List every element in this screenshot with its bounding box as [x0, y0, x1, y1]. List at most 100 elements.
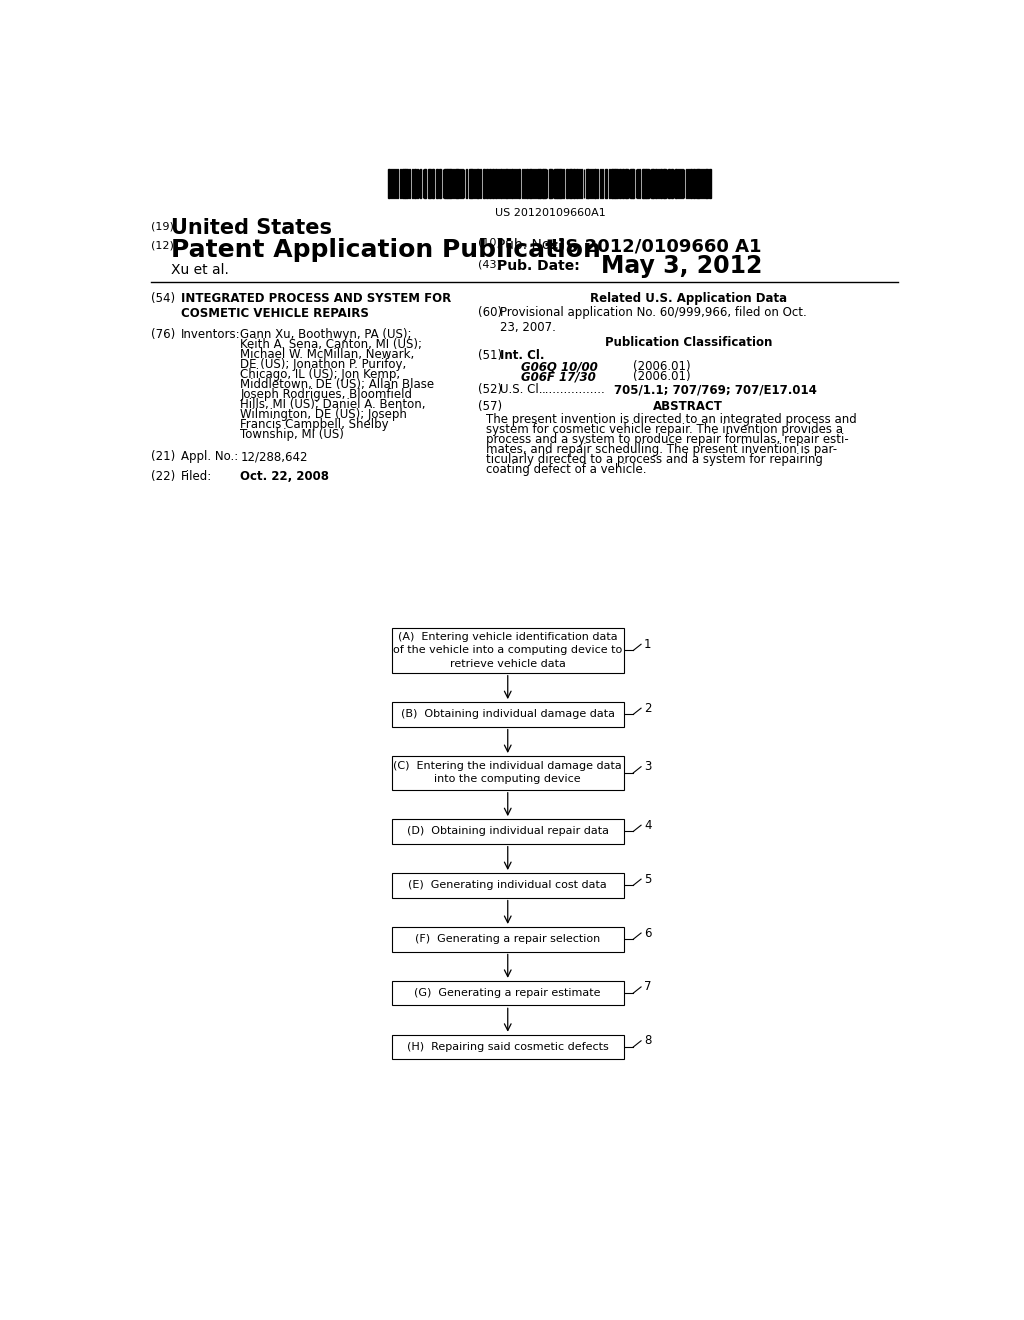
Bar: [414, 169, 417, 198]
Text: Pub. No.:: Pub. No.:: [497, 238, 559, 252]
Text: INTEGRATED PROCESS AND SYSTEM FOR
COSMETIC VEHICLE REPAIRS: INTEGRATED PROCESS AND SYSTEM FOR COSMET…: [180, 293, 451, 321]
Bar: [391, 981, 624, 1006]
Text: mates, and repair scheduling. The present invention is par-: mates, and repair scheduling. The presen…: [486, 442, 838, 455]
Bar: [639, 169, 640, 198]
Bar: [693, 169, 695, 198]
Bar: [544, 169, 546, 198]
Bar: [388, 169, 390, 198]
Bar: [675, 169, 677, 198]
Bar: [412, 169, 414, 198]
Text: (A)  Entering vehicle identification data
of the vehicle into a computing device: (A) Entering vehicle identification data…: [393, 632, 623, 669]
Text: (60): (60): [478, 306, 503, 319]
Bar: [566, 169, 568, 198]
Text: (2006.01): (2006.01): [633, 360, 691, 374]
Bar: [447, 169, 450, 198]
Bar: [493, 169, 494, 198]
Text: (22): (22): [152, 470, 175, 483]
Bar: [538, 169, 540, 198]
Bar: [601, 169, 603, 198]
Bar: [630, 169, 633, 198]
Bar: [615, 169, 617, 198]
Bar: [496, 169, 497, 198]
Bar: [402, 169, 404, 198]
Bar: [515, 169, 517, 198]
Text: 5: 5: [644, 873, 651, 886]
Bar: [466, 169, 467, 198]
Bar: [529, 169, 531, 198]
Text: (2006.01): (2006.01): [633, 370, 691, 383]
Text: Chicago, IL (US); Jon Kemp,: Chicago, IL (US); Jon Kemp,: [241, 368, 400, 381]
Bar: [391, 702, 624, 726]
Text: 8: 8: [644, 1035, 651, 1047]
Text: Keith A. Sena, Canton, MI (US);: Keith A. Sena, Canton, MI (US);: [241, 338, 422, 351]
Text: G06F 17/30: G06F 17/30: [521, 370, 596, 383]
Text: Inventors:: Inventors:: [180, 327, 241, 341]
Bar: [521, 169, 523, 198]
Text: .................: .................: [542, 383, 605, 396]
Text: Appl. No.:: Appl. No.:: [180, 450, 238, 463]
Bar: [429, 169, 431, 198]
Bar: [698, 169, 700, 198]
Bar: [424, 169, 426, 198]
Bar: [669, 169, 670, 198]
Bar: [612, 169, 614, 198]
Bar: [489, 169, 492, 198]
Bar: [444, 169, 446, 198]
Bar: [569, 169, 570, 198]
Text: coating defect of a vehicle.: coating defect of a vehicle.: [486, 462, 646, 475]
Bar: [563, 169, 564, 198]
Bar: [651, 169, 652, 198]
Bar: [451, 169, 452, 198]
Bar: [557, 169, 560, 198]
Bar: [604, 169, 607, 198]
Bar: [687, 169, 689, 198]
Text: May 3, 2012: May 3, 2012: [601, 253, 762, 279]
Text: Wilmington, DE (US); Joseph: Wilmington, DE (US); Joseph: [241, 408, 408, 421]
Text: 2: 2: [644, 702, 651, 714]
Bar: [435, 169, 438, 198]
Bar: [597, 169, 598, 198]
Text: U.S. Cl.: U.S. Cl.: [500, 383, 543, 396]
Bar: [397, 169, 398, 198]
Text: The present invention is directed to an integrated process and: The present invention is directed to an …: [486, 412, 857, 425]
Text: (19): (19): [152, 222, 174, 231]
Bar: [623, 169, 624, 198]
Bar: [646, 169, 649, 198]
Bar: [627, 169, 628, 198]
Text: (E)  Generating individual cost data: (E) Generating individual cost data: [409, 880, 607, 890]
Bar: [391, 169, 392, 198]
Text: ABSTRACT: ABSTRACT: [653, 400, 723, 413]
Bar: [560, 169, 562, 198]
Text: (57): (57): [478, 400, 503, 413]
Bar: [696, 169, 697, 198]
Bar: [406, 169, 408, 198]
Text: (21): (21): [152, 450, 175, 463]
Text: Provisional application No. 60/999,966, filed on Oct.
23, 2007.: Provisional application No. 60/999,966, …: [500, 306, 807, 334]
Text: (C)  Entering the individual damage data
into the computing device: (C) Entering the individual damage data …: [393, 762, 623, 784]
Text: Township, MI (US): Township, MI (US): [241, 428, 344, 441]
Text: Xu et al.: Xu et al.: [171, 263, 229, 277]
Text: Michael W. McMillan, Newark,: Michael W. McMillan, Newark,: [241, 348, 415, 360]
Bar: [590, 169, 592, 198]
Bar: [575, 169, 578, 198]
Bar: [586, 169, 588, 198]
Bar: [509, 169, 510, 198]
Text: 3: 3: [644, 760, 651, 774]
Bar: [391, 756, 624, 789]
Text: 7: 7: [644, 981, 651, 994]
Bar: [608, 169, 610, 198]
Text: Gann Xu, Boothwyn, PA (US);: Gann Xu, Boothwyn, PA (US);: [241, 327, 412, 341]
Text: (F)  Generating a repair selection: (F) Generating a repair selection: [415, 935, 600, 944]
Bar: [480, 169, 481, 198]
Text: system for cosmetic vehicle repair. The invention provides a: system for cosmetic vehicle repair. The …: [486, 422, 843, 436]
Text: Joseph Rodrigues, Bloomfield: Joseph Rodrigues, Bloomfield: [241, 388, 413, 401]
Bar: [655, 169, 656, 198]
Bar: [671, 169, 673, 198]
Text: process and a system to produce repair formulas, repair esti-: process and a system to produce repair f…: [486, 433, 849, 446]
Text: Publication Classification: Publication Classification: [604, 335, 772, 348]
Text: US 20120109660A1: US 20120109660A1: [495, 209, 606, 218]
Text: Middletown, DE (US); Allan Blase: Middletown, DE (US); Allan Blase: [241, 378, 434, 391]
Bar: [526, 169, 528, 198]
Bar: [453, 169, 455, 198]
Text: 1: 1: [644, 638, 651, 651]
